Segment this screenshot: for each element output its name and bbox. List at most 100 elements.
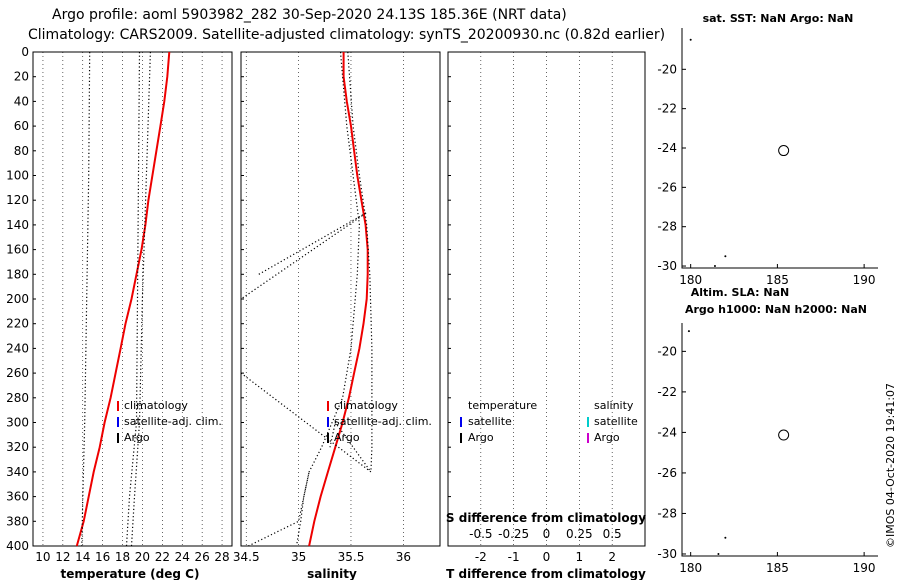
y-tick-label: -28	[657, 220, 677, 234]
y-tick-label: 280	[6, 391, 29, 405]
y-tick-label: -30	[657, 259, 677, 273]
salinity-legend: climatology satellite-adj. clim. Argo	[327, 399, 432, 444]
difference-chart: -2 -0.5 -1 -0.25 0 0 1 0.25 2 0.5	[448, 51, 622, 564]
y-tick-label: 220	[6, 317, 29, 331]
y-tick-label: 240	[6, 341, 29, 355]
legend-sal-argo-label: Argo	[594, 431, 620, 444]
x-tick-label: -2	[475, 550, 487, 564]
legend-temp-satellite-label: satellite	[468, 415, 512, 428]
legend-satellite-label: satellite-adj. clim.	[334, 415, 432, 428]
series-climatology	[308, 52, 369, 547]
legend-salinity-title: salinity	[594, 399, 634, 412]
legend-sal-satellite-label: satellite	[594, 415, 638, 428]
legend-climatology-label: climatology	[334, 399, 398, 412]
y-tick-label: 120	[6, 193, 29, 207]
legend-satellite-label: satellite-adj. clim.	[124, 415, 222, 428]
y-tick-label: -24	[657, 425, 677, 439]
series-inner-bound	[130, 51, 151, 547]
sst-map-chart: 180 185 190 -20 -22 -24 -26 -28 -30	[657, 28, 878, 287]
x-tick-label: 180	[679, 561, 702, 575]
map-point-dot-3	[713, 265, 716, 268]
y-tick-label: 300	[6, 416, 29, 430]
series-envelope-left	[295, 51, 361, 547]
y-tick-label: 380	[6, 514, 29, 528]
y-tick-label: -26	[657, 180, 677, 194]
x-tick-label: 36	[396, 550, 411, 564]
x-tick-label: -1	[508, 550, 520, 564]
y-tick-label: 360	[6, 490, 29, 504]
x-tick-label: 0	[543, 550, 551, 564]
x-tick-label: 16	[95, 550, 110, 564]
y-tick-label: 0	[21, 45, 29, 59]
map-point-dot-1	[687, 330, 690, 333]
map-point-dot-2	[724, 255, 727, 258]
map-point-argo-position	[778, 429, 790, 441]
difference-xlabel: T difference from climatology	[446, 567, 646, 580]
series-cross-3	[248, 471, 310, 547]
secondary-tick-label: 0.5	[603, 527, 622, 541]
difference-secondary-xlabel: S difference from climatology	[446, 511, 646, 525]
x-tick-label: 26	[195, 550, 210, 564]
series-min-bound	[81, 51, 91, 547]
y-tick-label: 40	[14, 94, 29, 108]
temperature-legend: climatology satellite-adj. clim. Argo	[117, 399, 222, 444]
sst-map-title: sat. SST: NaN Argo: NaN	[703, 12, 854, 25]
y-tick-label: -22	[657, 385, 677, 399]
y-tick-label: 400	[6, 539, 29, 553]
y-tick-label: -26	[657, 466, 677, 480]
y-tick-label: -20	[657, 62, 677, 76]
legend-temp-argo-label: Argo	[468, 431, 494, 444]
y-tick-label: 320	[6, 440, 29, 454]
x-tick-label: 28	[214, 550, 229, 564]
altimetry-map-title: Altim. SLA: NaN	[691, 286, 790, 299]
x-tick-label: 185	[766, 561, 789, 575]
y-tick-label: 100	[6, 169, 29, 183]
x-tick-label: 12	[55, 550, 70, 564]
series-cross-1	[240, 212, 368, 300]
map-axes	[681, 323, 878, 557]
y-tick-label: -30	[657, 547, 677, 561]
temperature-xlabel: temperature (deg C)	[61, 567, 200, 580]
map-point-dot-1	[689, 38, 692, 41]
y-tick-label: -24	[657, 141, 677, 155]
difference-panel-frame	[447, 51, 646, 547]
x-tick-label: 14	[75, 550, 90, 564]
x-tick-label: 185	[766, 273, 789, 287]
x-tick-label: 35	[291, 550, 306, 564]
map-point-dot-3	[717, 552, 720, 555]
y-tick-label: -22	[657, 102, 677, 116]
x-tick-label: 2	[608, 550, 616, 564]
x-tick-label: 180	[679, 273, 702, 287]
y-tick-label: -28	[657, 506, 677, 520]
series-climatology	[75, 51, 171, 547]
x-tick-label: 1	[576, 550, 584, 564]
y-tick-label: 160	[6, 243, 29, 257]
secondary-tick-label: -0.25	[498, 527, 529, 541]
salinity-xlabel: salinity	[307, 567, 357, 580]
legend-climatology-label: climatology	[124, 399, 188, 412]
x-tick-label: 190	[853, 561, 876, 575]
map-axes	[681, 28, 878, 269]
y-tick-label: 140	[6, 218, 29, 232]
map-point-argo-position	[778, 145, 790, 157]
y-tick-label: 60	[14, 119, 29, 133]
salinity-chart: 34.5 35 35.5 36	[233, 51, 411, 564]
x-tick-label: 190	[853, 273, 876, 287]
x-tick-label: 20	[135, 550, 150, 564]
y-tick-label: 180	[6, 267, 29, 281]
y-tick-label: -20	[657, 344, 677, 358]
x-tick-label: 10	[35, 550, 50, 564]
y-tick-label: 20	[14, 70, 29, 84]
y-tick-label: 80	[14, 144, 29, 158]
legend-temperature-title: temperature	[468, 399, 537, 412]
series-max-bound	[125, 51, 141, 547]
x-tick-label: 34.5	[233, 550, 260, 564]
temperature-chart: 10 12 14 16 18 20 22 24 26 2802040608010012014016…	[6, 45, 230, 564]
x-tick-label: 22	[155, 550, 170, 564]
series-envelope-right	[347, 51, 373, 472]
altimetry-map-subtitle: Argo h1000: NaN h2000: NaN	[685, 303, 867, 316]
x-tick-label: 24	[175, 550, 190, 564]
secondary-tick-label: 0	[543, 527, 551, 541]
y-tick-label: 260	[6, 366, 29, 380]
